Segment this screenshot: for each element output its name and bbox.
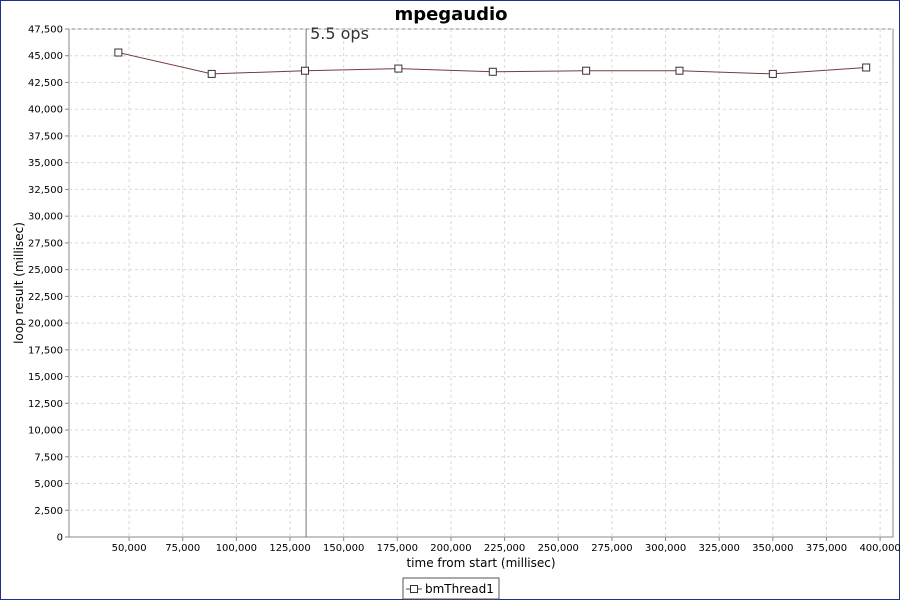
data-point	[301, 66, 310, 75]
data-point	[114, 48, 123, 57]
y-tick-label: 32,500	[28, 185, 63, 196]
y-tick-label: 0	[57, 533, 63, 544]
x-tick-label: 200,000	[430, 543, 471, 554]
chart-title: mpegaudio	[394, 4, 507, 25]
x-tick-label: 125,000	[269, 543, 310, 554]
y-tick-label: 30,000	[28, 212, 63, 223]
data-point	[675, 66, 684, 75]
y-tick-label: 22,500	[28, 292, 63, 303]
legend-box	[402, 577, 500, 600]
data-point	[488, 67, 497, 76]
x-tick-label: 100,000	[216, 543, 257, 554]
plot-area	[68, 28, 894, 538]
x-tick-label: 225,000	[484, 543, 525, 554]
data-point	[768, 69, 777, 78]
y-tick-label: 35,000	[28, 158, 63, 169]
y-tick-label: 37,500	[28, 131, 63, 142]
y-tick-label: 17,500	[28, 345, 63, 356]
legend: bmThread1	[402, 577, 500, 600]
y-tick-label: 12,500	[28, 399, 63, 410]
marker-label: 5.5 ops	[310, 24, 369, 43]
x-tick-label: 375,000	[806, 543, 847, 554]
legend-marker	[410, 585, 418, 593]
y-tick-label: 10,000	[28, 426, 63, 437]
y-tick-label: 7,500	[34, 452, 63, 463]
y-tick-label: 47,500	[28, 25, 63, 36]
x-axis-ticks: 50,000 75,000 100,000 125,000 150,000 175,000…	[112, 537, 900, 554]
x-tick-label: 250,000	[538, 543, 579, 554]
data-point	[207, 69, 216, 78]
y-axis-ticks: 0 2,500 5,000 7,500 10,000 12,500 15,000 17,500…	[28, 25, 69, 544]
y-tick-label: 25,000	[28, 265, 63, 276]
x-tick-label: 175,000	[377, 543, 418, 554]
x-axis-label: time from start (millisec)	[406, 556, 555, 570]
legend-label: bmThread1	[425, 582, 494, 596]
y-tick-label: 45,000	[28, 51, 63, 62]
x-tick-label: 350,000	[752, 543, 793, 554]
series-group	[114, 48, 871, 78]
y-tick-label: 20,000	[28, 319, 63, 330]
x-tick-label: 275,000	[591, 543, 632, 554]
x-tick-label: 400,000	[859, 543, 900, 554]
x-tick-label: 75,000	[165, 543, 200, 554]
y-tick-label: 27,500	[28, 238, 63, 249]
y-tick-label: 15,000	[28, 372, 63, 383]
y-tick-label: 2,500	[34, 506, 63, 517]
y-tick-label: 5,000	[34, 479, 63, 490]
x-tick-label: 300,000	[645, 543, 686, 554]
x-tick-label: 150,000	[323, 543, 364, 554]
grid-lines	[69, 28, 893, 537]
data-point	[582, 66, 591, 75]
y-tick-label: 40,000	[28, 105, 63, 116]
data-point	[394, 64, 403, 73]
data-point	[862, 63, 871, 72]
x-tick-label: 325,000	[699, 543, 740, 554]
y-tick-label: 42,500	[28, 78, 63, 89]
x-tick-label: 50,000	[112, 543, 147, 554]
y-axis-label: loop result (millisec)	[12, 222, 26, 344]
